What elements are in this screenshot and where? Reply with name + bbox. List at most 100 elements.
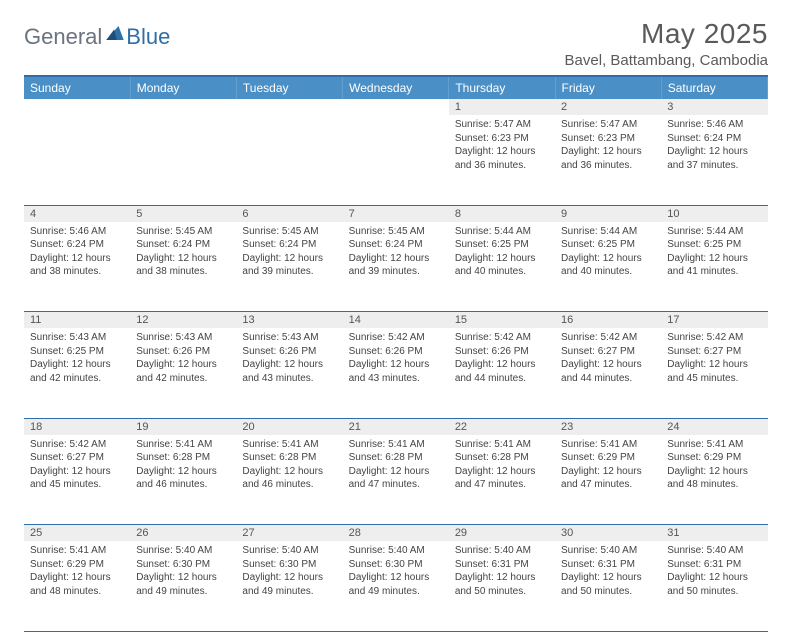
day-number-cell: 19 xyxy=(130,418,236,435)
sunrise-text: Sunrise: 5:41 AM xyxy=(242,438,336,452)
daylight-text: Daylight: 12 hours and 49 minutes. xyxy=(349,571,443,598)
sunrise-text: Sunrise: 5:41 AM xyxy=(561,438,655,452)
sunrise-text: Sunrise: 5:43 AM xyxy=(30,331,124,345)
calendar-day-cell: Sunrise: 5:41 AMSunset: 6:28 PMDaylight:… xyxy=(236,435,342,525)
sunset-text: Sunset: 6:24 PM xyxy=(349,238,443,252)
daylight-text: Daylight: 12 hours and 47 minutes. xyxy=(561,465,655,492)
calendar-day-cell: Sunrise: 5:41 AMSunset: 6:28 PMDaylight:… xyxy=(343,435,449,525)
sunset-text: Sunset: 6:27 PM xyxy=(667,345,761,359)
sunset-text: Sunset: 6:25 PM xyxy=(455,238,549,252)
sunrise-text: Sunrise: 5:40 AM xyxy=(136,544,230,558)
weekday-header: Saturday xyxy=(661,76,767,99)
calendar-week-row: Sunrise: 5:46 AMSunset: 6:24 PMDaylight:… xyxy=(24,222,768,312)
day-number-cell: 14 xyxy=(343,312,449,329)
day-number-cell: 21 xyxy=(343,418,449,435)
calendar-day-cell: Sunrise: 5:41 AMSunset: 6:29 PMDaylight:… xyxy=(24,541,130,631)
calendar-day-cell: Sunrise: 5:47 AMSunset: 6:23 PMDaylight:… xyxy=(449,115,555,205)
sunrise-text: Sunrise: 5:45 AM xyxy=(136,225,230,239)
day-number-cell: 11 xyxy=(24,312,130,329)
sunset-text: Sunset: 6:31 PM xyxy=(455,558,549,572)
daylight-text: Daylight: 12 hours and 37 minutes. xyxy=(667,145,761,172)
weekday-header-row: SundayMondayTuesdayWednesdayThursdayFrid… xyxy=(24,76,768,99)
daylight-text: Daylight: 12 hours and 49 minutes. xyxy=(136,571,230,598)
daylight-text: Daylight: 12 hours and 48 minutes. xyxy=(667,465,761,492)
sunrise-text: Sunrise: 5:44 AM xyxy=(667,225,761,239)
daylight-text: Daylight: 12 hours and 42 minutes. xyxy=(136,358,230,385)
header: General Blue May 2025 Bavel, Battambang,… xyxy=(24,18,768,69)
month-title: May 2025 xyxy=(565,18,768,50)
sunset-text: Sunset: 6:28 PM xyxy=(242,451,336,465)
sunrise-text: Sunrise: 5:42 AM xyxy=(455,331,549,345)
brand-part1: General xyxy=(24,24,102,50)
sunset-text: Sunset: 6:30 PM xyxy=(242,558,336,572)
day-number-cell: 20 xyxy=(236,418,342,435)
calendar-day-cell: Sunrise: 5:44 AMSunset: 6:25 PMDaylight:… xyxy=(449,222,555,312)
daylight-text: Daylight: 12 hours and 39 minutes. xyxy=(242,252,336,279)
sunset-text: Sunset: 6:26 PM xyxy=(455,345,549,359)
sunset-text: Sunset: 6:28 PM xyxy=(136,451,230,465)
calendar-day-cell: Sunrise: 5:42 AMSunset: 6:26 PMDaylight:… xyxy=(449,328,555,418)
daynum-row: 45678910 xyxy=(24,205,768,222)
sunrise-text: Sunrise: 5:42 AM xyxy=(667,331,761,345)
sunrise-text: Sunrise: 5:40 AM xyxy=(561,544,655,558)
sunset-text: Sunset: 6:28 PM xyxy=(455,451,549,465)
daylight-text: Daylight: 12 hours and 36 minutes. xyxy=(455,145,549,172)
sunrise-text: Sunrise: 5:41 AM xyxy=(30,544,124,558)
day-number-cell: 7 xyxy=(343,205,449,222)
sunset-text: Sunset: 6:29 PM xyxy=(30,558,124,572)
calendar-day-cell: Sunrise: 5:41 AMSunset: 6:28 PMDaylight:… xyxy=(130,435,236,525)
daylight-text: Daylight: 12 hours and 44 minutes. xyxy=(455,358,549,385)
sunset-text: Sunset: 6:29 PM xyxy=(561,451,655,465)
sunrise-text: Sunrise: 5:42 AM xyxy=(349,331,443,345)
calendar-day-cell: Sunrise: 5:40 AMSunset: 6:30 PMDaylight:… xyxy=(343,541,449,631)
daylight-text: Daylight: 12 hours and 50 minutes. xyxy=(667,571,761,598)
sunset-text: Sunset: 6:24 PM xyxy=(667,132,761,146)
daynum-row: 25262728293031 xyxy=(24,525,768,542)
sunset-text: Sunset: 6:30 PM xyxy=(136,558,230,572)
calendar-day-cell: Sunrise: 5:45 AMSunset: 6:24 PMDaylight:… xyxy=(236,222,342,312)
sunrise-text: Sunrise: 5:46 AM xyxy=(30,225,124,239)
day-number-cell: 30 xyxy=(555,525,661,542)
sunset-text: Sunset: 6:30 PM xyxy=(349,558,443,572)
sunrise-text: Sunrise: 5:46 AM xyxy=(667,118,761,132)
calendar-day-cell: Sunrise: 5:41 AMSunset: 6:28 PMDaylight:… xyxy=(449,435,555,525)
calendar-day-cell: Sunrise: 5:40 AMSunset: 6:30 PMDaylight:… xyxy=(236,541,342,631)
day-number-cell xyxy=(236,99,342,115)
calendar-day-cell: Sunrise: 5:46 AMSunset: 6:24 PMDaylight:… xyxy=(24,222,130,312)
calendar-day-cell: Sunrise: 5:40 AMSunset: 6:31 PMDaylight:… xyxy=(661,541,767,631)
day-number-cell: 12 xyxy=(130,312,236,329)
sunrise-text: Sunrise: 5:40 AM xyxy=(349,544,443,558)
sunset-text: Sunset: 6:25 PM xyxy=(30,345,124,359)
sunrise-text: Sunrise: 5:41 AM xyxy=(349,438,443,452)
day-number-cell: 4 xyxy=(24,205,130,222)
sunrise-text: Sunrise: 5:43 AM xyxy=(136,331,230,345)
calendar-day-cell: Sunrise: 5:47 AMSunset: 6:23 PMDaylight:… xyxy=(555,115,661,205)
sunset-text: Sunset: 6:24 PM xyxy=(242,238,336,252)
sunset-text: Sunset: 6:25 PM xyxy=(561,238,655,252)
sail-icon xyxy=(106,26,124,40)
calendar-day-cell: Sunrise: 5:45 AMSunset: 6:24 PMDaylight:… xyxy=(343,222,449,312)
daynum-row: 11121314151617 xyxy=(24,312,768,329)
calendar-day-cell xyxy=(24,115,130,205)
day-number-cell: 31 xyxy=(661,525,767,542)
sunset-text: Sunset: 6:27 PM xyxy=(561,345,655,359)
sunrise-text: Sunrise: 5:47 AM xyxy=(455,118,549,132)
sunset-text: Sunset: 6:31 PM xyxy=(667,558,761,572)
day-number-cell: 18 xyxy=(24,418,130,435)
calendar-day-cell: Sunrise: 5:40 AMSunset: 6:30 PMDaylight:… xyxy=(130,541,236,631)
calendar-day-cell: Sunrise: 5:46 AMSunset: 6:24 PMDaylight:… xyxy=(661,115,767,205)
day-number-cell: 10 xyxy=(661,205,767,222)
day-number-cell: 5 xyxy=(130,205,236,222)
daynum-row: 18192021222324 xyxy=(24,418,768,435)
sunrise-text: Sunrise: 5:42 AM xyxy=(30,438,124,452)
calendar-day-cell: Sunrise: 5:44 AMSunset: 6:25 PMDaylight:… xyxy=(661,222,767,312)
sunset-text: Sunset: 6:29 PM xyxy=(667,451,761,465)
daylight-text: Daylight: 12 hours and 36 minutes. xyxy=(561,145,655,172)
day-number-cell: 23 xyxy=(555,418,661,435)
sunrise-text: Sunrise: 5:41 AM xyxy=(136,438,230,452)
sunset-text: Sunset: 6:26 PM xyxy=(136,345,230,359)
sunrise-text: Sunrise: 5:42 AM xyxy=(561,331,655,345)
sunset-text: Sunset: 6:28 PM xyxy=(349,451,443,465)
brand-logo: General Blue xyxy=(24,18,170,50)
sunrise-text: Sunrise: 5:40 AM xyxy=(242,544,336,558)
